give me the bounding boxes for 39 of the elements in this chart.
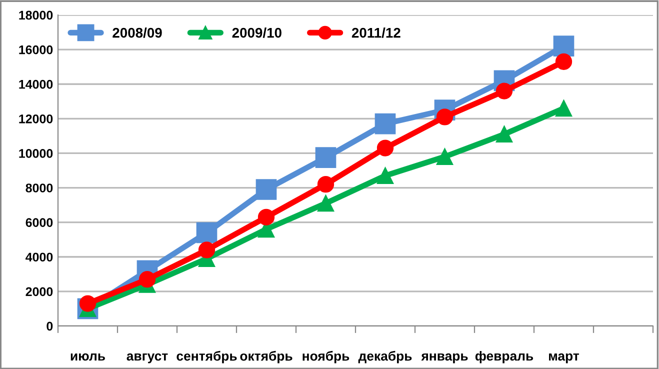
point [555,100,572,117]
legend-label: 2009/10 [232,28,282,38]
point [196,222,218,244]
point [317,194,334,212]
x-tick-label: декабрь [358,350,412,364]
point [436,148,454,166]
x-tick-label: август [126,353,168,364]
y-tick-label: 0 [46,322,53,331]
y-tick-label: 12000 [19,114,53,124]
x-tick-label: июль [70,353,105,361]
legend-label: 2008/09 [112,28,162,38]
y-tick-label: 8000 [26,184,53,192]
x-tick-label: сентябрь [176,350,237,364]
x-tick-label: март [549,353,580,364]
point [317,176,334,193]
x-tick-label: октябрь [240,350,292,364]
point [376,167,394,184]
point [198,242,216,258]
point [555,53,572,70]
y-tick-label: 14000 [19,80,53,89]
y-tick-label: 4000 [26,252,53,262]
y-tick-label: 6000 [26,218,53,227]
y-tick-label: 2000 [26,287,53,296]
point [553,36,574,57]
x-tick-label: ноябрь [302,350,350,364]
x-tick-label: январь [421,353,468,364]
point [258,208,275,226]
point [256,179,277,200]
legend-label: 2011/12 [352,28,400,38]
point [315,147,336,168]
point [376,140,394,156]
y-tick-label: 10000 [19,149,53,158]
point [496,126,513,143]
point [496,82,513,100]
point [138,271,156,288]
point [374,113,396,134]
y-tick-label: 16000 [19,45,53,54]
x-tick-label: февраль [475,350,534,364]
y-tick-label: 18000 [19,10,53,20]
